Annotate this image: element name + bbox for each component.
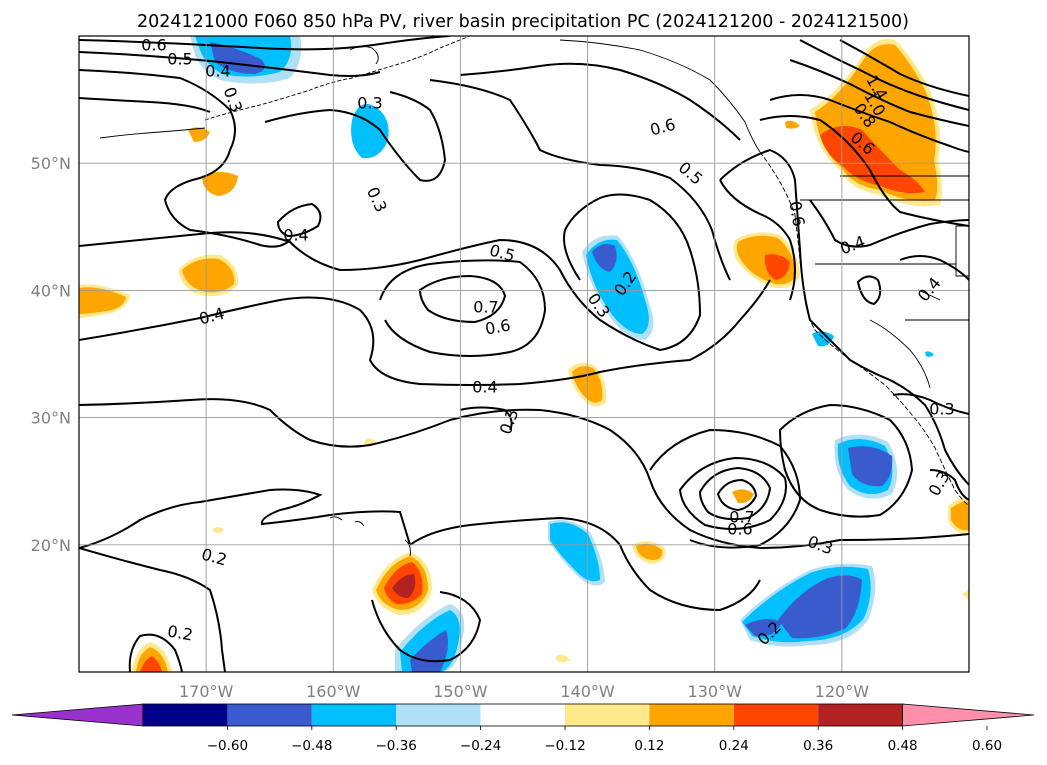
- contour-label: 0.6: [727, 520, 752, 539]
- y-tick-label: 20°N: [31, 536, 71, 555]
- x-tick-label: 130°W: [688, 682, 743, 701]
- colorbar-extend-high: [902, 703, 1035, 727]
- contour-label: 0.3: [929, 400, 954, 419]
- pv-contours: [79, 36, 969, 672]
- x-tick-label: 120°W: [815, 682, 870, 701]
- colorbar-tick-label: 0.48: [888, 738, 918, 754]
- colorbar-tick-label: 0.36: [803, 738, 833, 754]
- colorbar-swatch: [227, 704, 312, 726]
- chart-title: 2024121000 F060 850 hPa PV, river basin …: [137, 12, 909, 32]
- colorbar-swatch: [733, 704, 819, 726]
- contour-label: 0.4: [205, 62, 230, 81]
- coastlines: [99, 36, 969, 557]
- y-axis-ticks: 50°N 40°N 30°N 20°N: [31, 154, 71, 555]
- contour-label: 0.2: [166, 621, 194, 644]
- negative-anomaly-baja: [812, 331, 934, 357]
- colorbar-tick-label: −0.24: [460, 738, 501, 754]
- contour-label: 0.6: [141, 36, 166, 55]
- colorbar: −0.60 −0.48 −0.36 −0.24 −0.12 0.12 0.24 0.36 0.4…: [11, 703, 1035, 754]
- plot-frame: [78, 35, 970, 673]
- colorbar-tick-label: −0.60: [207, 738, 248, 754]
- positive-anomaly-oregon: [733, 232, 800, 289]
- x-tick-label: 160°W: [306, 682, 361, 701]
- negative-anomaly-tropical-east: [740, 563, 876, 647]
- contour-label: 0.4: [472, 378, 497, 397]
- colorbar-swatch: [649, 704, 734, 726]
- colorbar-tick-label: −0.48: [291, 738, 332, 754]
- colorbar-extend-low: [11, 703, 144, 727]
- x-tick-label: 170°W: [179, 682, 234, 701]
- contour-label: 0.6: [785, 200, 808, 228]
- colorbar-tick-label: 0.60: [972, 738, 1002, 754]
- x-tick-label: 150°W: [433, 682, 488, 701]
- colorbar-swatch: [143, 704, 228, 726]
- colorbar-tick-label: 0.12: [634, 738, 664, 754]
- plot-area: [79, 36, 969, 672]
- x-axis-ticks: 170°W 160°W 150°W 140°W 130°W 120°W: [179, 682, 869, 701]
- y-tick-label: 40°N: [31, 281, 71, 300]
- colorbar-swatch: [565, 704, 650, 726]
- contour-label: 0.7: [473, 298, 498, 317]
- positive-anomaly-west-3: [188, 120, 800, 196]
- positive-anomaly-tropical: [372, 552, 432, 615]
- colorbar-tick-label: −0.12: [544, 738, 585, 754]
- contour-label: 0.4: [283, 226, 308, 245]
- colorbar-frame: [142, 703, 903, 727]
- contour-label: 0.6: [484, 315, 512, 338]
- y-tick-label: 30°N: [31, 409, 71, 428]
- x-tick-label: 140°W: [560, 682, 615, 701]
- negative-anomaly-tropical-central: [395, 604, 465, 672]
- positive-anomaly-west-1: [178, 254, 239, 297]
- colorbar-swatch: [818, 704, 903, 726]
- negative-anomaly-southeast: [834, 434, 898, 499]
- colorbar-swatch: [311, 704, 397, 726]
- positive-anomaly-southwest: [132, 642, 172, 672]
- y-tick-label: 50°N: [31, 154, 71, 173]
- contour-label: 0.3: [357, 94, 382, 113]
- contour-label: 0.5: [167, 50, 192, 69]
- positive-anomaly-west-2: [79, 284, 130, 318]
- contour-label: 0.7: [729, 508, 754, 527]
- colorbar-tick-label: 0.24: [719, 738, 749, 754]
- negative-anomaly-central: [582, 235, 654, 340]
- gridlines: [79, 36, 969, 672]
- colorbar-swatch: [480, 704, 565, 726]
- colorbar-swatch: [396, 704, 481, 726]
- colorbar-tick-label: −0.36: [376, 738, 417, 754]
